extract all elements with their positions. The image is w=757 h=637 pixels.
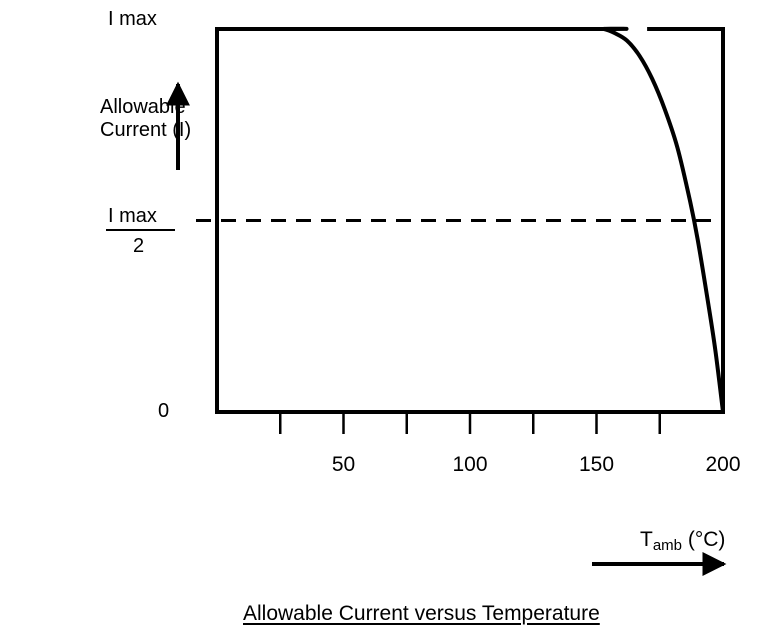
x-axis-label-sub: amb <box>652 537 683 554</box>
x-tick-label: 50 <box>332 453 355 476</box>
y-axis-label-line-2: Current (I) <box>100 119 192 141</box>
x-axis-label-main: T <box>640 528 653 551</box>
y-tick-label-half-numerator: I max <box>108 205 157 227</box>
x-tick-label: 150 <box>579 453 614 476</box>
y-tick-label-zero: 0 <box>158 400 170 422</box>
chart-title: Allowable Current versus Temperature <box>243 602 600 625</box>
x-tick-label: 100 <box>452 453 487 476</box>
plot-area: 50 100 150 200 <box>106 26 741 476</box>
y-tick-label-half-denominator: 2 <box>133 235 145 257</box>
y-axis-label: Allowable Current (I) <box>100 96 191 142</box>
y-tick-label-imax: I max <box>108 8 157 30</box>
current-derating-curve <box>216 26 725 413</box>
x-tick-label: 200 <box>705 453 740 476</box>
y-axis-label-line-1: Allowable <box>100 96 186 118</box>
x-axis-label-unit: (°C) <box>687 528 726 551</box>
x-axis-label: Tamb (°C) <box>640 528 725 554</box>
